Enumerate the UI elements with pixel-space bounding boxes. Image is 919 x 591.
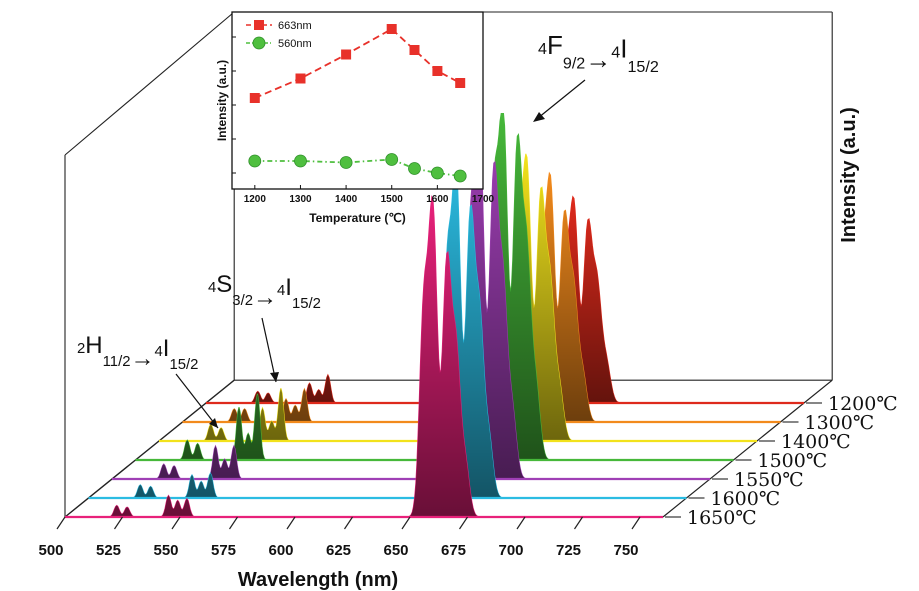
x-tick-label: 675	[441, 542, 466, 559]
inset-x-tick-label: 1300	[289, 194, 312, 205]
inset-square-marker	[409, 45, 420, 55]
inset-square-marker	[386, 24, 397, 34]
inset-circle-marker	[339, 156, 353, 169]
x-tick-mark	[56, 516, 66, 530]
legend-circle-marker	[252, 36, 266, 50]
inset-x-tick-label: 1600	[426, 194, 449, 205]
temperature-label: 1400℃	[781, 431, 851, 453]
x-tick-label: 500	[38, 542, 63, 559]
inset-x-tick-label: 1500	[381, 194, 404, 205]
x-tick-label: 700	[498, 542, 523, 559]
x-tick-label: 550	[153, 542, 178, 559]
x-tick-mark	[459, 516, 468, 530]
legend-label: 560nm	[278, 38, 312, 50]
spectrum-series	[88, 161, 687, 500]
annotation-arrowhead	[209, 418, 218, 428]
inset-square-marker	[432, 66, 443, 76]
annotation-arrow	[175, 373, 219, 429]
x-tick-label: 600	[268, 542, 293, 559]
inset-x-tick-label: 1200	[244, 194, 267, 205]
x-tick-mark	[114, 516, 123, 530]
x-axis-title: Wavelength (nm)	[238, 569, 398, 591]
temperature-label: 1500℃	[758, 450, 828, 472]
inset-x-tick-label: 1700	[472, 194, 495, 205]
spectra-series-group	[65, 113, 804, 519]
x-tick-mark	[574, 516, 583, 530]
legend-square-marker	[254, 20, 264, 30]
inset-x-axis-title: Temperature (℃)	[309, 211, 406, 225]
inset-x-tick-label: 1400	[335, 194, 358, 205]
annotation-arrow	[261, 317, 277, 383]
temperature-label: 1550℃	[734, 469, 804, 491]
inset-y-axis-title: Intensity (a.u.)	[215, 60, 229, 141]
annotation-arrowhead	[270, 372, 279, 382]
inset-circle-marker	[385, 153, 399, 166]
inset-square-marker	[295, 73, 306, 84]
inset-circle-marker	[453, 169, 467, 183]
x-tick-mark	[344, 516, 353, 530]
legend-label: 663nm	[278, 20, 312, 32]
x-tick-mark	[229, 516, 238, 530]
temperature-label: 1600℃	[711, 488, 781, 510]
x-tick-label: 750	[613, 542, 638, 559]
annotation-f92-transition: 4F9/2→4I15/2	[538, 30, 659, 76]
inset-circle-marker	[408, 162, 421, 175]
annotation-arrow	[537, 79, 586, 119]
x-tick-label: 625	[326, 542, 351, 559]
x-tick-label: 575	[211, 542, 236, 559]
inset-plot-area	[231, 11, 484, 190]
temperature-label: 1300℃	[805, 412, 875, 434]
inset-series: 663nm	[246, 20, 466, 103]
annotation-arrowhead	[533, 112, 545, 122]
annotation-s32-transition: 4S3/2→4I15/2	[208, 271, 321, 312]
annotation-h11-transition: 2H11/2→4I15/2	[77, 332, 198, 373]
inset-chart: 1200 1300 1400 1500 1600 1700 Temperature (℃) I…	[215, 11, 495, 225]
inset-series: 560nm	[246, 36, 467, 183]
x-tick-mark	[286, 516, 296, 530]
x-tick-mark	[516, 516, 526, 530]
temperature-label: 1650℃	[687, 507, 757, 529]
temperature-label: 1200℃	[828, 393, 898, 415]
inset-square-marker	[249, 93, 260, 103]
x-tick-label: 725	[556, 542, 581, 559]
inset-square-marker	[455, 78, 466, 88]
intensity-axis-title: Intensity (a.u.)	[838, 107, 860, 243]
x-tick-mark	[171, 516, 181, 530]
x-tick-mark	[631, 516, 641, 530]
inset-square-marker	[341, 49, 352, 60]
inset-circle-marker	[294, 154, 307, 168]
x-tick-label: 525	[96, 542, 121, 559]
x-axis-ticks: 500 525 550 575 600 625 650 675 700 725 750	[38, 516, 641, 559]
x-tick-mark	[401, 516, 411, 530]
spectrum-series	[65, 195, 663, 519]
inset-circle-marker	[248, 154, 262, 168]
x-tick-label: 650	[383, 542, 408, 559]
top-left-edge	[64, 11, 235, 156]
inset-circle-marker	[430, 166, 444, 180]
